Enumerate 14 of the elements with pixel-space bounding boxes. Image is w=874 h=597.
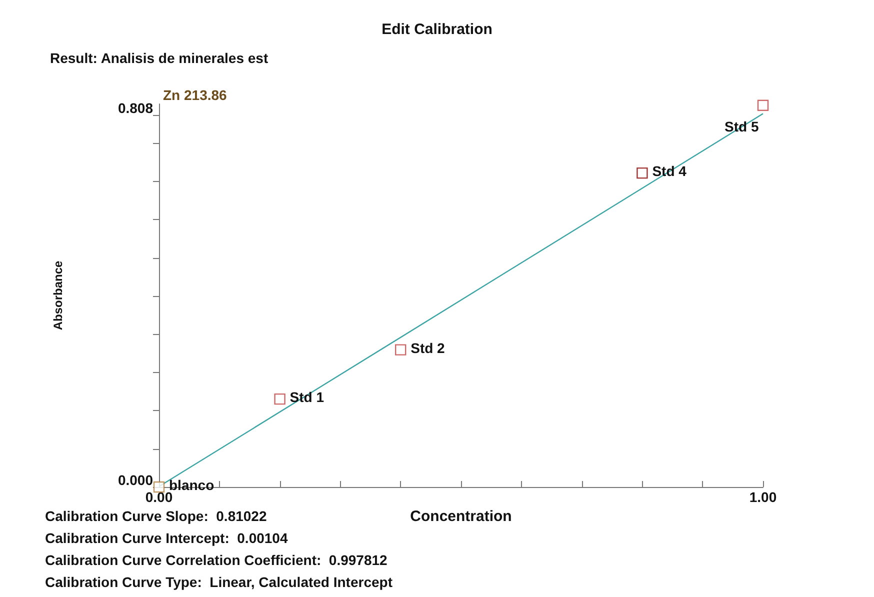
y-tick-label: 0.808	[118, 100, 154, 116]
chart-title: Edit Calibration	[382, 21, 492, 38]
text: Calibration Curve Slope: 0.81022	[45, 508, 267, 524]
x-tick-label: 0.00	[145, 489, 173, 505]
text: Calibration Curve Correlation Coefficient: 0.997812	[45, 552, 388, 568]
y-tick-label: 0.000	[118, 472, 154, 488]
x-tick-label: 1.00	[749, 489, 777, 505]
chart-subtitle: Result: Analisis de minerales est	[50, 50, 268, 66]
text: Zn 213.86	[163, 87, 228, 103]
text: Calibration Curve Intercept: 0.00104	[45, 530, 288, 546]
text: Calibration Curve Type: Linear, Calculated Intercept	[45, 574, 393, 590]
x-axis-title: Concentration	[410, 508, 512, 525]
annotation: Std 2	[410, 340, 446, 356]
y-axis-title: Absorbance	[51, 260, 65, 330]
